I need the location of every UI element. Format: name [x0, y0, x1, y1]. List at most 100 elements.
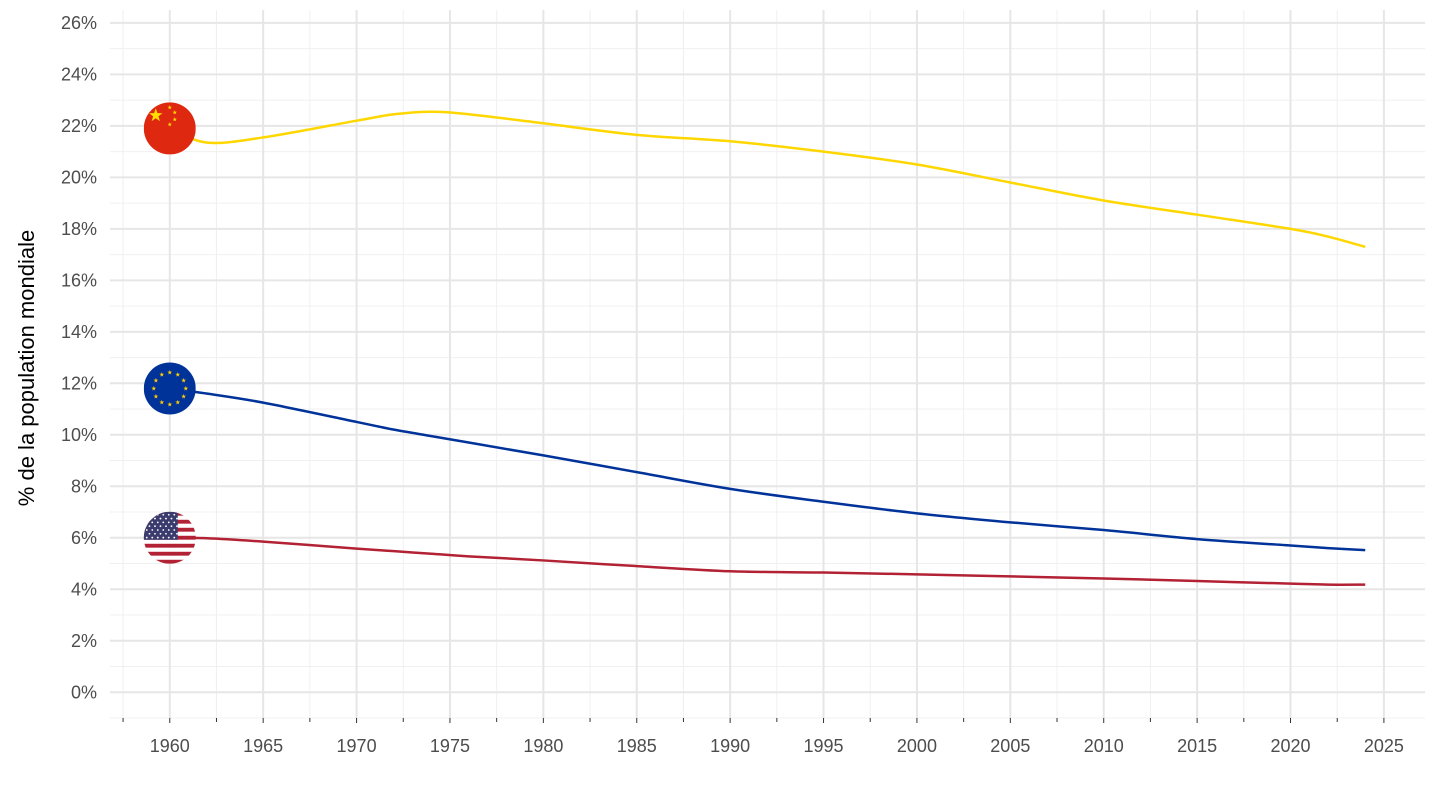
flag-star	[167, 513, 170, 516]
y-tick-label: 2%	[71, 631, 97, 651]
y-tick-label: 22%	[61, 116, 97, 136]
flag-star	[165, 517, 167, 520]
flag-star	[159, 525, 162, 528]
flag-star	[165, 525, 167, 528]
flag-star	[156, 536, 159, 539]
flag-star	[162, 521, 165, 524]
star-icon	[167, 122, 172, 127]
star-icon	[167, 401, 173, 407]
flag-star	[162, 536, 165, 539]
star-icon	[181, 377, 187, 383]
flag-star	[151, 536, 154, 539]
y-tick-label: 0%	[71, 682, 97, 702]
axes: 0% 2% 4% 6% 8% 10% 12% 14% 16% 18% 20% 22% 24% 26% 196…	[61, 13, 1404, 756]
flag-star	[148, 532, 151, 535]
flag-star	[162, 513, 165, 516]
star-icon	[151, 385, 157, 391]
x-tick-label: 1965	[243, 736, 283, 756]
star-icon	[167, 105, 172, 110]
y-tick-label: 14%	[61, 322, 97, 342]
flag-star	[176, 532, 178, 535]
y-tick-label: 12%	[61, 373, 97, 393]
china-flag-body	[143, 102, 196, 155]
star-icon	[149, 108, 163, 122]
flag-star	[176, 517, 178, 520]
x-tick-label: 1975	[430, 736, 470, 756]
flag-star	[159, 517, 162, 520]
flag-star	[154, 517, 156, 520]
x-tick-label: 2015	[1177, 736, 1217, 756]
flag-star	[165, 532, 167, 535]
china-flag-icon	[143, 102, 196, 155]
star-icon	[175, 372, 181, 377]
y-tick-label: 16%	[61, 270, 97, 290]
flag-stripe	[143, 559, 196, 564]
flag-star	[170, 517, 173, 520]
star-icon	[159, 399, 165, 405]
y-tick-label: 18%	[61, 219, 97, 239]
x-tick-label: 1990	[710, 736, 750, 756]
us-flag-icon	[143, 511, 196, 564]
x-tick-label: 1985	[617, 736, 657, 756]
grid	[110, 10, 1425, 719]
star-icon	[153, 377, 159, 383]
star-icon	[159, 372, 165, 377]
flag-star	[156, 521, 159, 524]
flag-stripe	[143, 551, 196, 556]
flag-stripe	[143, 539, 196, 544]
series-line-china	[169, 110, 1366, 249]
flag-star	[156, 529, 159, 531]
x-tick-label: 1995	[804, 736, 844, 756]
series-line-us	[169, 536, 1366, 586]
flag-star	[151, 529, 154, 531]
flag-stripe	[143, 543, 196, 548]
flag-star	[167, 521, 170, 524]
eu-flag-body	[143, 362, 196, 415]
star-icon	[172, 110, 177, 115]
flag-star	[170, 532, 173, 535]
flag-star	[151, 513, 154, 516]
flag-star	[173, 536, 176, 539]
flag-star	[176, 525, 178, 528]
star-icon	[153, 393, 159, 399]
y-tick-label: 20%	[61, 167, 97, 187]
flag-field	[143, 102, 196, 155]
flag-star	[159, 532, 162, 535]
flag-stripe	[143, 555, 196, 560]
flag-star	[154, 525, 156, 528]
eu-flag-icon	[143, 362, 196, 415]
flag-star	[154, 532, 156, 535]
y-tick-label: 24%	[61, 64, 97, 84]
flag-markers	[143, 102, 196, 564]
y-tick-label: 4%	[71, 579, 97, 599]
y-tick-label: 10%	[61, 425, 97, 445]
star-icon	[181, 393, 187, 399]
flag-star	[145, 521, 148, 524]
flag-star	[148, 525, 151, 528]
flag-star	[167, 529, 170, 531]
flag-stripe	[143, 547, 196, 552]
y-tick-label: 26%	[61, 13, 97, 33]
flag-star	[145, 513, 148, 516]
x-tick-label: 2000	[897, 736, 937, 756]
x-tick-label: 1970	[337, 736, 377, 756]
flag-star	[173, 529, 176, 531]
y-tick-label: 8%	[71, 476, 97, 496]
series-lines	[169, 110, 1366, 586]
flag-star	[173, 513, 176, 516]
flag-star	[151, 521, 154, 524]
x-tick-label: 2025	[1364, 736, 1404, 756]
star-icon	[183, 385, 189, 391]
star-icon	[172, 117, 177, 122]
flag-star	[162, 529, 165, 531]
flag-star	[148, 517, 151, 520]
x-tick-label: 2010	[1084, 736, 1124, 756]
flag-star	[173, 521, 176, 524]
us-flag-body	[143, 511, 196, 564]
flag-star	[167, 536, 170, 539]
y-axis-label: % de la population mondiale	[14, 230, 39, 506]
flag-star	[170, 525, 173, 528]
x-tick-label: 2005	[990, 736, 1030, 756]
flag-star	[145, 536, 148, 539]
